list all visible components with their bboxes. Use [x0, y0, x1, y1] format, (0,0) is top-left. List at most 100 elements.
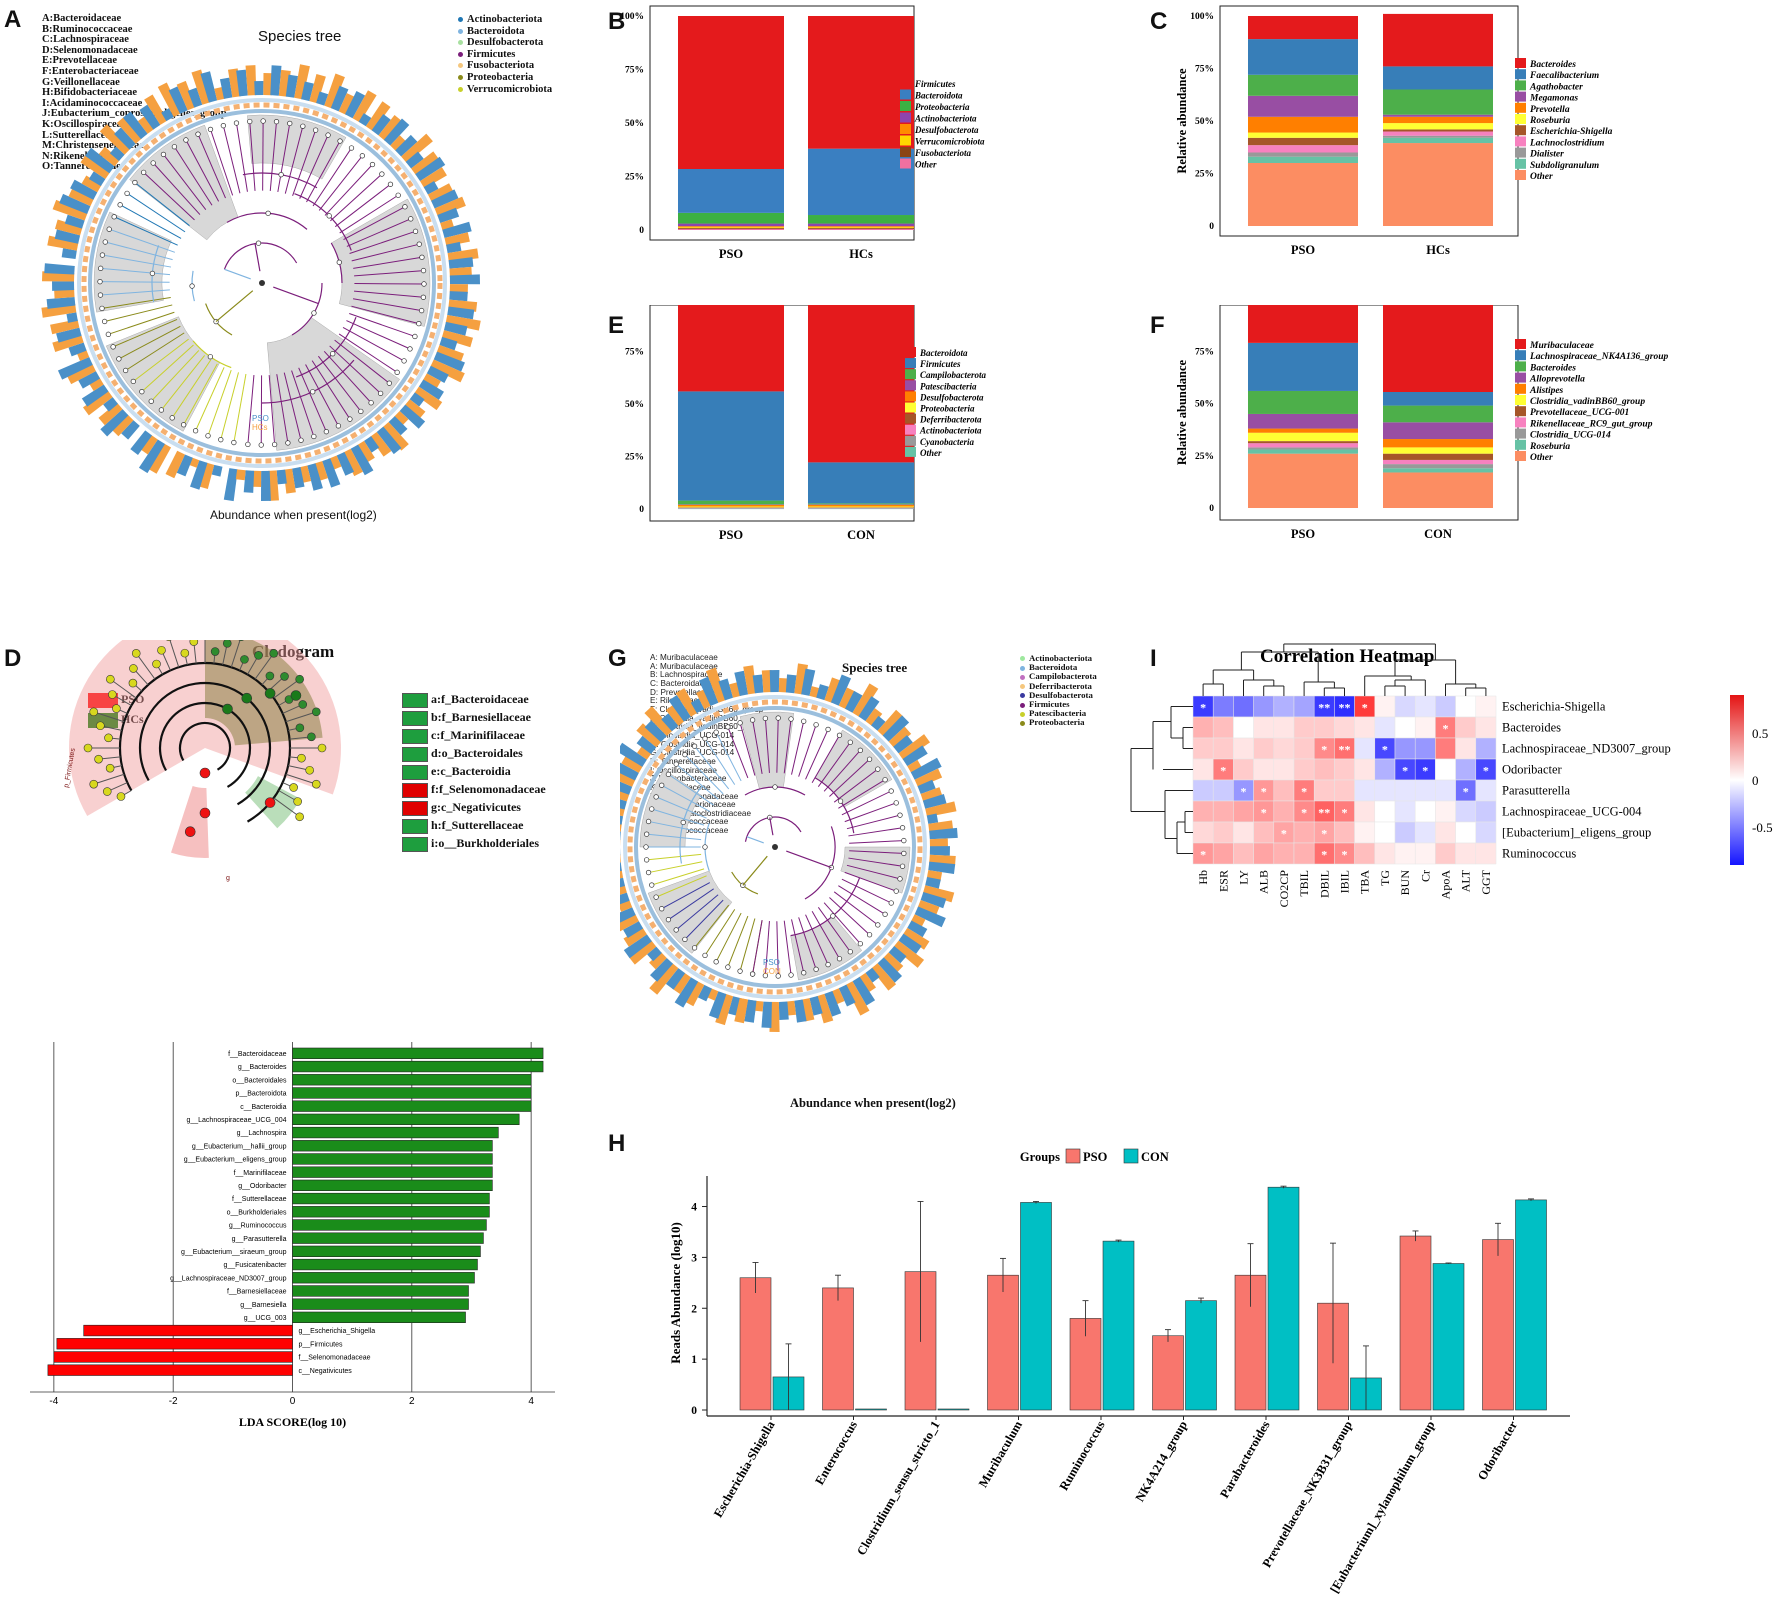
abundance-bar-group1	[620, 742, 647, 767]
clado-node	[289, 783, 298, 792]
heatmap-cell	[1253, 842, 1275, 865]
legend-label: CON	[1141, 1150, 1169, 1164]
legend-label: Alistipes	[1529, 386, 1564, 396]
legend-dot-icon	[1020, 684, 1025, 690]
tip-node	[421, 281, 427, 287]
family-key-item: H:Bifidobacteriaceae	[42, 87, 138, 99]
bar-con	[1185, 1300, 1217, 1411]
abundance-bar-group1	[114, 127, 136, 150]
abundance-bar-group1	[928, 861, 956, 874]
tip-node	[899, 825, 906, 831]
family-key-item: C:Lachnospiraceae	[42, 34, 129, 46]
panel-a: A:Bacteroidaceae B:Ruminococcaceae C:Lachn…	[0, 0, 600, 540]
stack-segment-lachnoclostridium	[1248, 145, 1358, 153]
lda-bar-label: c__Negativicutes	[299, 1368, 353, 1375]
abundance-bar-group2	[620, 913, 639, 932]
abundance-bar-group2	[620, 771, 636, 787]
abundance-bar-group2	[845, 981, 870, 1016]
tip-node	[300, 123, 306, 129]
tree-branch	[100, 289, 170, 296]
abundance-bar-group2	[922, 885, 955, 903]
abundance-bar-group1	[674, 977, 699, 1008]
legend-dot-icon	[1020, 693, 1025, 699]
heatmap-col-label: DBIL	[1317, 870, 1331, 898]
legend-label: Other	[1530, 172, 1553, 182]
phylum-name: Desulfobacterota	[1029, 689, 1093, 700]
significance-star: *	[1220, 764, 1226, 778]
heatmap-cell	[1354, 821, 1376, 844]
tree-branch	[173, 146, 213, 206]
tree-branch	[791, 721, 805, 775]
abundance-bar-group2	[824, 677, 842, 703]
abundance-bar-group1	[926, 813, 939, 824]
clado-node	[295, 674, 304, 684]
abundance-bar-group1	[620, 799, 627, 810]
family-key-item: A: Muribaculaceae	[650, 661, 718, 671]
tip-node	[312, 127, 319, 133]
tree-branch	[268, 375, 276, 445]
clado-node-hcs	[222, 703, 233, 715]
tree-branch	[727, 726, 749, 779]
heatmap-row-label: Odoribacter	[1502, 763, 1563, 777]
tree-branch	[349, 230, 416, 255]
legend-swatch	[1515, 395, 1526, 405]
tree-branch	[841, 790, 892, 816]
significance-star: **	[1339, 701, 1351, 715]
tip-node	[231, 439, 237, 446]
tip-node	[287, 120, 293, 127]
ring-label-group2: CON	[763, 967, 781, 976]
family-key-item: B: Lachnospiraceae	[650, 670, 723, 680]
abundance-bar-group2	[830, 988, 845, 1005]
abundance-bar-group2	[925, 801, 957, 818]
legend-label: Clostridia_UCG-014	[1530, 431, 1611, 441]
legend-dot-icon	[458, 17, 463, 23]
negativicutes-clade-wedge	[171, 786, 209, 858]
lda-bar-label: f__Bacteroidaceae	[228, 1051, 286, 1058]
tip-node	[122, 367, 129, 374]
tip-node	[323, 429, 329, 435]
tip-node	[702, 735, 708, 742]
heatmap-cell	[1233, 758, 1254, 781]
phylum-legend-item: Verrucomicrobiota	[458, 84, 552, 96]
abundance-bar-group2	[623, 927, 647, 947]
abundance-bar-group1	[292, 467, 305, 489]
clado-arc	[158, 701, 252, 788]
tip-node	[368, 400, 374, 406]
phylum-name: Bacteroidota	[1029, 662, 1078, 673]
tree-branch	[838, 779, 886, 809]
tip-node	[762, 715, 769, 722]
legend-swatch	[1515, 58, 1526, 68]
family-key-item: J:Eubacterium_coprostanoligenes_group	[42, 108, 227, 120]
tip-node	[645, 818, 652, 825]
abundance-bar-group2	[98, 146, 120, 167]
stack-segment-megamonas	[1383, 114, 1493, 117]
legend-swatch	[900, 101, 911, 111]
panel-a-title: Species tree	[258, 28, 342, 45]
tree-branch	[823, 749, 861, 792]
stack-segment-bacteroides	[1383, 13, 1493, 67]
tree-branch	[215, 290, 254, 323]
tip-node	[659, 906, 665, 912]
heatmap-row-label: Bacteroides	[1502, 721, 1561, 735]
heatmap-cell	[1192, 737, 1214, 760]
abundance-bar-group1	[778, 1001, 789, 1020]
legend-label: Actinobacteriota	[914, 114, 977, 124]
family-key-item: O:Tannerellaceae	[42, 161, 121, 173]
legend-swatch	[900, 135, 911, 146]
tip-node	[682, 936, 688, 942]
abundance-bar-group2	[929, 838, 948, 848]
phylum-legend-item: Fusobacteriota	[458, 60, 552, 72]
heatmap-cell	[1374, 716, 1396, 739]
abundance-bar-group1	[838, 984, 856, 1007]
legend-swatch	[900, 124, 911, 134]
lda-bar	[292, 1206, 490, 1218]
tip-node	[377, 390, 384, 396]
tip-node	[335, 423, 342, 429]
legend-label: Actinobacteriota	[919, 426, 982, 436]
abundance-bar-group2	[449, 266, 472, 278]
abundance-bar-group2	[176, 80, 196, 111]
family-key-item: N: Erysipelatoclostridiaceae	[650, 808, 752, 818]
abundance-bar-group2	[268, 470, 279, 501]
taxa-legend-item: i:o__Burkholderiales	[402, 836, 546, 853]
clado-node	[280, 672, 289, 681]
